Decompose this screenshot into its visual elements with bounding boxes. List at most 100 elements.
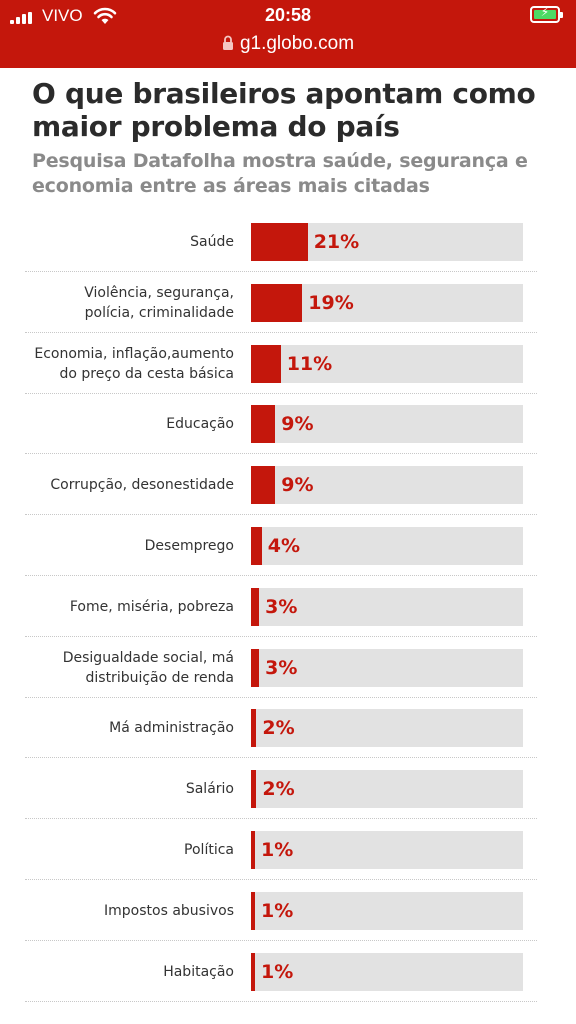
category-label: Desigualdade social, má distribuição de r… <box>4 648 234 688</box>
lock-icon <box>222 35 233 50</box>
category-label-line: Violência, segurança, <box>84 284 234 301</box>
wifi-icon <box>93 7 117 24</box>
chart-row: Desigualdade social, má distribuição de r… <box>0 638 576 698</box>
chart-row: Violência, segurança, polícia, criminalid… <box>0 273 576 333</box>
category-label-line: do preço da cesta básica <box>59 365 234 382</box>
chart-row: Desemprego 4% <box>0 516 576 576</box>
row-divider <box>25 392 537 394</box>
value-label: 1% <box>261 839 294 861</box>
category-label-line: distribuição de renda <box>85 669 235 686</box>
value-label: 1% <box>261 960 294 983</box>
bar <box>251 891 255 930</box>
value-label: 21% <box>313 231 360 253</box>
category-label: Saúde <box>4 232 234 252</box>
category-label: Desemprego <box>4 536 234 556</box>
value-label: 9% <box>281 413 314 436</box>
chart-row: Salário 2% <box>0 759 576 820</box>
bar-chart: Saúde 21% Violência, segurança, polícia, cr… <box>0 212 576 1024</box>
category-label-line: Corrupção, desonestidade <box>50 477 234 494</box>
value-label: 2% <box>262 717 295 740</box>
bar <box>251 648 260 687</box>
cellular-signal-icon <box>10 12 34 24</box>
chart-row: Economia, inflação,aumento do preço da ce… <box>0 334 576 394</box>
bar-track: 21% <box>251 223 523 261</box>
bar <box>251 283 303 322</box>
chart-title: O que brasileiros apontam como maior pro… <box>32 77 536 143</box>
chart-row: Saúde 21% <box>0 212 576 272</box>
bar-track: 2% <box>251 770 523 809</box>
bar-track: 1% <box>251 891 523 930</box>
address-bar[interactable]: g1.globo.com <box>0 33 576 59</box>
bar <box>251 709 257 748</box>
chart-row: Má administração 2% <box>0 698 576 759</box>
category-label: Educação <box>4 414 234 434</box>
chart-row: Fome, miséria, pobreza 3% <box>0 577 576 637</box>
bar <box>251 223 308 261</box>
category-label-line: Habitação <box>163 963 234 980</box>
bar <box>251 527 262 565</box>
row-divider <box>25 514 537 516</box>
row-divider <box>25 635 537 637</box>
bar-track: 9% <box>251 466 523 505</box>
bar <box>251 405 276 444</box>
row-divider <box>25 271 537 272</box>
chart-row: Corrupção, desonestidade 9% <box>0 455 576 516</box>
value-label: 19% <box>308 291 354 314</box>
row-divider <box>25 331 537 333</box>
bar <box>251 344 281 383</box>
bar-track: 19% <box>251 283 523 322</box>
value-label: 3% <box>265 656 298 679</box>
category-label: Má administração <box>4 718 234 738</box>
category-label-line: Salário <box>185 781 234 798</box>
value-label: 9% <box>281 474 314 497</box>
category-label-line: Fome, miséria, pobreza <box>69 598 234 615</box>
category-label-line: Economia, inflação,aumento <box>34 345 234 362</box>
bar-track: 2% <box>251 709 523 748</box>
row-divider <box>25 939 537 941</box>
value-label: 1% <box>261 899 294 922</box>
category-label-line: Impostos abusivos <box>104 902 234 919</box>
bar-track: 1% <box>251 831 523 869</box>
category-label: Salário <box>4 779 234 799</box>
row-divider <box>25 696 537 698</box>
category-label: Corrupção, desonestidade <box>4 475 234 495</box>
row-divider <box>25 818 537 820</box>
bar-track: 11% <box>251 344 523 383</box>
category-label-line: polícia, criminalidade <box>84 304 234 321</box>
chart-subtitle: Pesquisa Datafolha mostra saúde, seguran… <box>32 150 528 197</box>
bar-track: 9% <box>251 405 523 444</box>
category-label: Economia, inflação,aumento do preço da ce… <box>4 344 234 384</box>
category-label-line: Educação <box>166 416 234 433</box>
category-label-line: Saúde <box>190 234 234 250</box>
browser-top-bar: VIVO 20:58 ⚡ g1.globo.com <box>0 0 576 68</box>
bar <box>251 770 257 809</box>
category-label-line: Desigualdade social, má <box>62 649 234 666</box>
row-divider <box>25 575 537 576</box>
bar <box>251 952 255 991</box>
bar <box>251 831 255 869</box>
bar <box>251 466 276 505</box>
category-label: Habitação <box>4 962 234 982</box>
url-text: g1.globo.com <box>239 33 355 54</box>
bar-track: 3% <box>251 587 523 626</box>
bar-track: 1% <box>251 952 523 991</box>
category-label-line: Política <box>184 842 234 858</box>
value-label: 2% <box>262 778 295 801</box>
chart-row: Política 1% <box>0 820 576 880</box>
value-label: 3% <box>265 595 298 618</box>
category-label: Política <box>4 840 234 860</box>
bar-track: 4% <box>251 527 523 565</box>
row-divider <box>25 879 537 880</box>
category-label: Fome, miséria, pobreza <box>4 597 234 617</box>
bar <box>251 587 260 626</box>
category-label: Violência, segurança, polícia, criminalid… <box>4 283 234 323</box>
battery-charging-icon: ⚡ <box>530 5 563 23</box>
category-label-line: Desemprego <box>144 538 234 554</box>
value-label: 4% <box>267 535 301 557</box>
chart-row: Impostos abusivos 1% <box>0 881 576 941</box>
category-label: Impostos abusivos <box>4 901 234 921</box>
clock: 20:58 <box>264 5 312 25</box>
bar-track: 3% <box>251 648 523 687</box>
row-divider <box>25 1000 537 1002</box>
row-divider <box>25 757 537 759</box>
